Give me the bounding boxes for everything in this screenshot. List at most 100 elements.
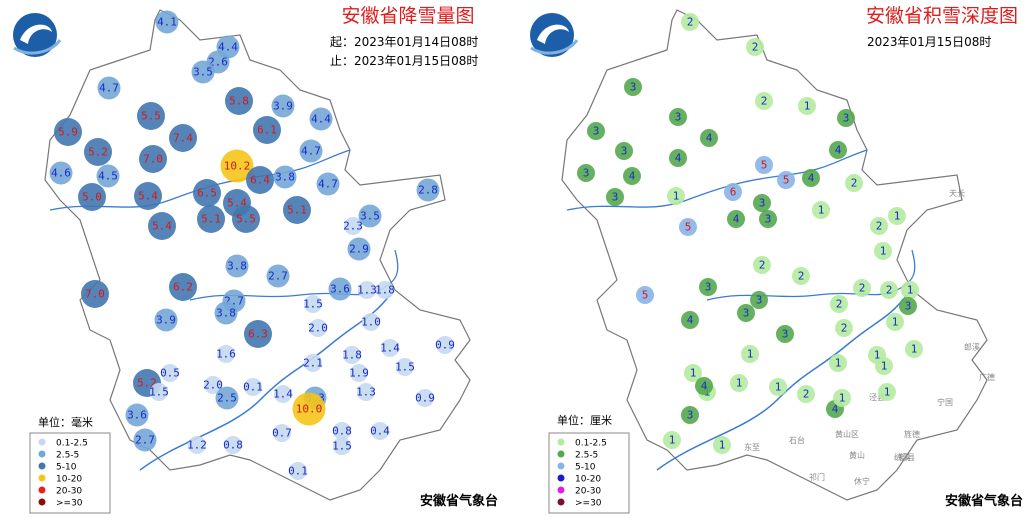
panel-title: 安徽省降雪量图	[341, 5, 474, 27]
station-marker	[681, 406, 699, 424]
station-value: 1.5	[332, 440, 352, 453]
place-name: 泾县	[869, 393, 885, 402]
station-value: 3	[593, 125, 600, 138]
station-value: 2.6	[208, 56, 228, 69]
station-value: 5	[685, 221, 692, 234]
station-marker	[253, 116, 281, 144]
station-value: 5.2	[137, 377, 157, 390]
station-marker	[624, 78, 642, 96]
footer: 安徽省气象台	[945, 493, 1023, 509]
station-value: 0.1	[243, 381, 263, 394]
legend-label: 0.1-2.5	[56, 439, 88, 449]
station-value: 3	[705, 281, 712, 294]
station-value: 3.9	[273, 100, 293, 113]
station-value: 2	[761, 95, 768, 108]
station-marker	[225, 254, 249, 278]
station-value: 5	[642, 289, 649, 302]
legend-swatch	[38, 438, 46, 446]
station-marker	[684, 364, 702, 382]
station-value: 1.3	[356, 386, 376, 399]
station-marker	[769, 378, 787, 396]
station-marker	[724, 183, 742, 201]
station-marker	[776, 325, 794, 343]
station-value: 1	[818, 204, 825, 217]
station-marker	[730, 374, 748, 392]
station-value: 1	[874, 349, 881, 362]
place-name: 旌德	[904, 429, 920, 439]
station-value: 4	[675, 152, 682, 165]
station-value: 1	[747, 348, 754, 361]
station-marker	[347, 237, 371, 261]
station-value: 1.4	[380, 342, 400, 355]
station-value: 5.0	[82, 191, 102, 204]
legend-label: 10-20	[56, 475, 82, 485]
station-marker	[700, 129, 718, 147]
station-marker	[802, 169, 820, 187]
station-marker	[197, 205, 225, 233]
station-marker	[667, 187, 685, 205]
place-name: 石台	[789, 435, 805, 445]
station-marker	[416, 178, 440, 202]
station-value: 2	[841, 322, 848, 335]
station-value: 2	[803, 388, 810, 401]
station-value: 3	[759, 197, 766, 210]
station-value: 4.7	[301, 145, 321, 158]
legend-swatch	[557, 498, 565, 506]
station-marker	[362, 313, 380, 331]
station-value: 3.6	[127, 409, 147, 422]
legend-swatch	[557, 462, 565, 470]
station-marker	[304, 295, 322, 313]
station-marker	[155, 10, 179, 34]
station-marker	[381, 339, 399, 357]
station-value: 2.3	[343, 220, 363, 233]
station-value: 6.4	[250, 174, 270, 187]
legend-label: >=30	[56, 499, 83, 509]
station-marker	[577, 164, 595, 182]
station-value: 5	[783, 174, 790, 187]
station-marker	[271, 94, 295, 118]
station-marker	[215, 386, 239, 410]
station-marker	[830, 295, 848, 313]
station-value: 3	[621, 145, 628, 158]
station-value: 2.5	[217, 392, 237, 405]
end-time: 止：2023年01月15日08时	[330, 54, 478, 68]
unit-label: 单位：厘米	[557, 413, 612, 427]
station-value: 0.9	[415, 392, 435, 405]
station-marker	[899, 297, 917, 315]
station-value: 2	[687, 16, 694, 29]
station-value: 3	[743, 307, 750, 320]
legend-label: 2.5-5	[56, 451, 79, 461]
station-value: 1.6	[216, 348, 236, 361]
station-marker	[358, 204, 382, 228]
station-value: 5.1	[287, 204, 307, 217]
station-value: 5	[761, 159, 768, 172]
station-value: 3	[905, 300, 912, 313]
station-value: 1	[719, 439, 726, 452]
station-value: 0.8	[332, 425, 352, 438]
station-marker	[755, 92, 773, 110]
place-name: 郎溪	[964, 342, 980, 352]
station-value: 1	[673, 190, 680, 203]
station-value: 4.1	[157, 16, 177, 29]
panel-left: 安徽省降雪量图 起：2023年01月14日08时 止：2023年01月15日08…	[11, 5, 498, 514]
station-value: 1	[894, 210, 901, 223]
station-marker	[737, 304, 755, 322]
station-value: 5.5	[141, 110, 161, 123]
logo	[11, 11, 62, 59]
station-value: 2	[859, 282, 866, 295]
place-name: 宁国	[937, 397, 953, 407]
station-value: 4	[701, 380, 708, 393]
station-value: 2.0	[203, 379, 223, 392]
station-marker	[246, 166, 274, 194]
station-marker	[309, 107, 333, 131]
station-value: 10.0	[296, 403, 323, 416]
station-marker	[699, 278, 717, 296]
station-value: 3.8	[227, 260, 247, 273]
station-value: 4	[835, 144, 842, 157]
station-value: 1.3	[357, 284, 377, 297]
station-value: 1	[775, 381, 782, 394]
station-value: 2.7	[135, 434, 155, 447]
station-marker	[875, 357, 893, 375]
legend-swatch	[557, 486, 565, 494]
station-marker	[193, 179, 221, 207]
